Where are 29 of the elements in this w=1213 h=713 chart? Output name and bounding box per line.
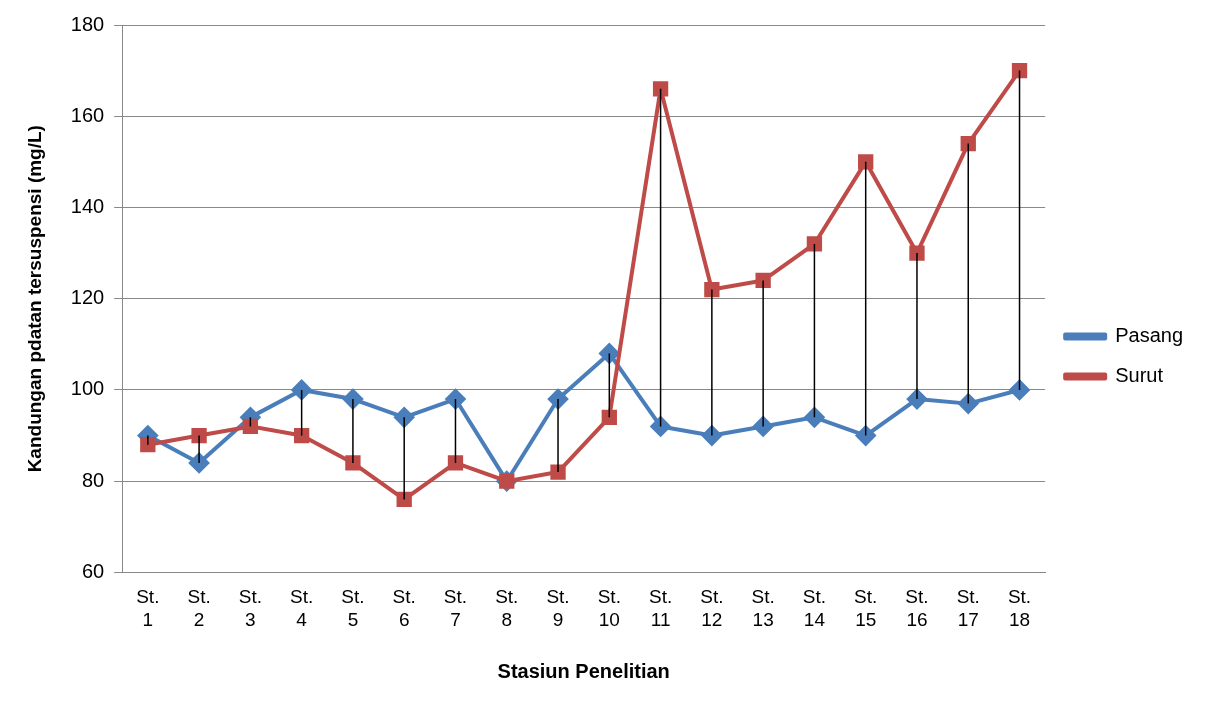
legend-label: Pasang <box>1115 324 1184 347</box>
x-tick-label: St. 6 <box>392 586 416 630</box>
legend-label: Surut <box>1115 364 1164 387</box>
x-tick-label: St. 17 <box>956 586 980 630</box>
y-tick-label: 60 <box>81 559 105 582</box>
x-tick-label: St. 7 <box>443 586 468 630</box>
x-tick-label: St. 18 <box>1007 586 1032 630</box>
x-tick-label: St. 12 <box>700 586 724 630</box>
x-tick-label: St. 4 <box>290 586 314 630</box>
x-axis-title: Stasiun Penelitian <box>497 659 670 682</box>
y-tick-label: 160 <box>70 103 105 126</box>
x-tick-label: St. 16 <box>905 586 929 630</box>
y-tick-label: 180 <box>70 12 105 35</box>
x-tick-label: St. 5 <box>341 586 365 630</box>
x-tick-label: St. 10 <box>597 586 621 630</box>
y-tick-label: 80 <box>81 468 105 491</box>
x-tick-label: St. 8 <box>495 586 519 630</box>
x-tick-label: St. 1 <box>136 586 160 630</box>
x-tick-label: St. 11 <box>648 586 673 630</box>
y-axis-title: Kandungan pdatan tersuspensi (mg/L) <box>23 125 45 473</box>
x-tick-label: St. 15 <box>854 586 878 630</box>
x-tick-label: St. 3 <box>238 586 262 630</box>
x-tick-label: St. 13 <box>751 586 775 630</box>
y-tick-label: 140 <box>70 194 105 217</box>
x-tick-label: St. 2 <box>187 586 211 630</box>
x-tick-label: St. 9 <box>546 586 570 630</box>
y-tick-label: 100 <box>70 377 105 400</box>
y-tick-label: 120 <box>70 286 105 309</box>
x-tick-label: St. 14 <box>802 586 827 630</box>
